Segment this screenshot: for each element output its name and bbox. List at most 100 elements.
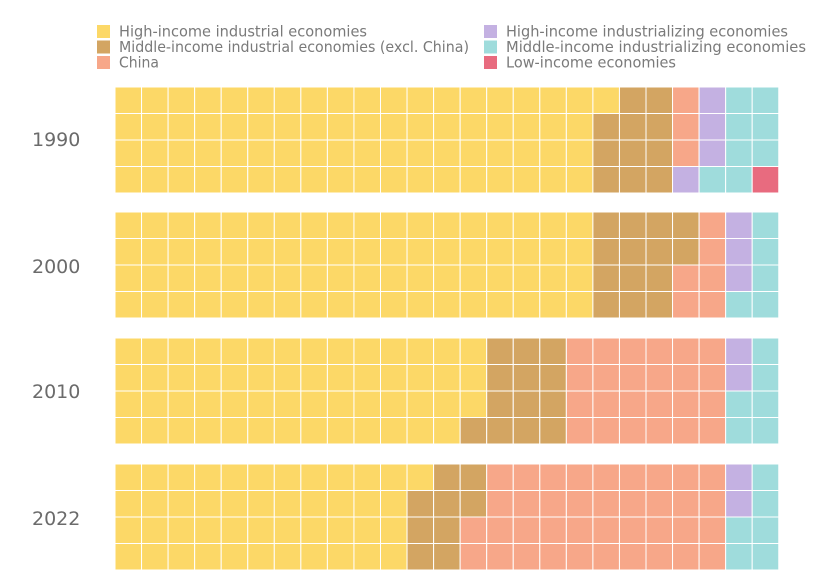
waffle-cell-hi_ind: [167, 543, 196, 571]
waffle-cell-hi_izing: [725, 490, 753, 518]
waffle-cell-mi_izing: [698, 166, 727, 194]
waffle-cell-mi_izing: [751, 390, 780, 418]
waffle-cell-mi_ind: [486, 390, 514, 418]
waffle-cell-hi_ind: [433, 417, 461, 445]
waffle-cell-china: [592, 463, 620, 491]
waffle-cell-hi_ind: [326, 211, 355, 239]
waffle-cell-hi_ind: [114, 516, 143, 544]
waffle-cell-hi_ind: [167, 516, 196, 544]
waffle-cell-hi_ind: [353, 113, 382, 141]
waffle-cell-hi_ind: [220, 139, 249, 167]
waffle-cell-hi_ind: [114, 86, 143, 114]
waffle-cell-hi_ind: [459, 166, 488, 194]
waffle-cell-mi_ind: [539, 337, 567, 365]
waffle-cell-china: [645, 390, 674, 418]
waffle-cell-hi_ind: [273, 166, 302, 194]
waffle-cell-mi_izing: [751, 337, 780, 365]
waffle-cell-hi_ind: [273, 139, 302, 167]
waffle-cell-hi_ind: [300, 211, 328, 239]
waffle-cell-china: [645, 516, 674, 544]
waffle-cell-hi_ind: [194, 139, 222, 167]
waffle-cell-hi_ind: [247, 238, 275, 266]
waffle-cell-hi_ind: [565, 166, 594, 194]
waffle-cell-hi_ind: [300, 291, 328, 319]
waffle-cell-mi_izing: [725, 417, 753, 445]
waffle-cell-hi_ind: [326, 543, 355, 571]
waffle-cell-hi_ind: [220, 113, 249, 141]
waffle-cell-hi_ind: [380, 364, 408, 392]
waffle-cell-mi_ind: [459, 490, 488, 518]
waffle-cell-mi_izing: [725, 390, 753, 418]
waffle-cell-china: [672, 364, 700, 392]
waffle-cell-hi_ind: [380, 291, 408, 319]
waffle-cell-hi_ind: [380, 139, 408, 167]
waffle-cell-hi_ind: [406, 86, 435, 114]
waffle-cell-hi_ind: [273, 211, 302, 239]
waffle-cell-hi_ind: [380, 516, 408, 544]
waffle-cell-hi_ind: [273, 291, 302, 319]
waffle-cell-mi_ind: [539, 364, 567, 392]
waffle-cell-hi_ind: [512, 238, 541, 266]
waffle-cell-hi_izing: [672, 166, 700, 194]
waffle-cell-hi_ind: [300, 86, 328, 114]
waffle-cell-hi_ind: [512, 166, 541, 194]
waffle-cell-mi_ind: [592, 139, 620, 167]
waffle-cell-hi_ind: [406, 211, 435, 239]
waffle-cell-hi_ind: [141, 264, 169, 292]
waffle-cell-hi_ind: [353, 364, 382, 392]
waffle-cell-mi_ind: [618, 264, 647, 292]
waffle-cell-mi_izing: [751, 139, 780, 167]
waffle-cell-hi_ind: [167, 337, 196, 365]
waffle-cell-hi_ind: [247, 139, 275, 167]
waffle-cell-hi_ind: [114, 238, 143, 266]
waffle-cell-mi_ind: [539, 390, 567, 418]
waffle-cell-hi_ind: [459, 211, 488, 239]
legend-swatch-hi_ind: [97, 25, 110, 38]
waffle-cell-mi_ind: [618, 211, 647, 239]
waffle-cell-hi_ind: [220, 166, 249, 194]
waffle-cell-china: [618, 543, 647, 571]
waffle-cell-hi_ind: [167, 264, 196, 292]
waffle-cell-mi_ind: [512, 337, 541, 365]
waffle-cell-china: [645, 337, 674, 365]
waffle-cell-hi_ind: [247, 463, 275, 491]
waffle-cell-hi_ind: [247, 113, 275, 141]
waffle-cell-hi_ind: [194, 364, 222, 392]
waffle-cell-hi_ind: [220, 238, 249, 266]
waffle-cell-hi_ind: [459, 86, 488, 114]
waffle-cell-hi_ind: [565, 113, 594, 141]
waffle-cell-china: [645, 417, 674, 445]
waffle-cell-china: [618, 364, 647, 392]
waffle-cell-china: [672, 490, 700, 518]
waffle-cell-hi_izing: [725, 463, 753, 491]
waffle-cell-hi_ind: [486, 238, 514, 266]
waffle-cell-china: [698, 291, 727, 319]
waffle-cell-hi_ind: [565, 291, 594, 319]
waffle-cell-hi_ind: [273, 463, 302, 491]
waffle-cell-hi_ind: [167, 463, 196, 491]
waffle-cell-hi_ind: [512, 211, 541, 239]
waffle-cell-hi_ind: [539, 211, 567, 239]
waffle-cell-hi_ind: [486, 86, 514, 114]
waffle-cell-mi_ind: [406, 543, 435, 571]
waffle-cell-china: [512, 516, 541, 544]
waffle-cell-hi_ind: [300, 463, 328, 491]
waffle-cell-hi_ind: [406, 417, 435, 445]
waffle-cell-hi_ind: [380, 490, 408, 518]
legend-label-low: Low-income economies: [506, 54, 676, 72]
waffle-cell-hi_ind: [194, 337, 222, 365]
waffle-cell-china: [565, 364, 594, 392]
waffle-cell-hi_ind: [326, 516, 355, 544]
waffle-cell-hi_ind: [167, 364, 196, 392]
panel-1990: 1990: [32, 86, 780, 194]
waffle-cell-hi_ind: [220, 337, 249, 365]
waffle-cell-china: [698, 463, 727, 491]
waffle-cell-china: [539, 490, 567, 518]
waffle-cell-hi_ind: [273, 86, 302, 114]
waffle-cell-mi_izing: [751, 516, 780, 544]
waffle-cell-hi_ind: [380, 417, 408, 445]
legend-swatch-china: [97, 56, 110, 69]
waffle-cell-china: [672, 139, 700, 167]
waffle-cell-hi_ind: [353, 390, 382, 418]
